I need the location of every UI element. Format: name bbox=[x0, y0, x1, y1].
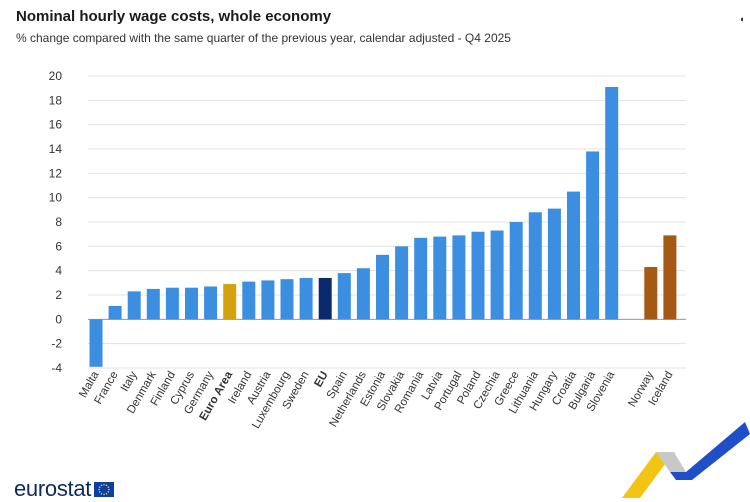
bar bbox=[185, 287, 198, 320]
bar bbox=[261, 280, 275, 320]
bar bbox=[204, 286, 218, 320]
bar-chart: -4-202468101214161820MaltaFranceItalyDen… bbox=[49, 69, 686, 431]
eu-flag-icon bbox=[94, 481, 115, 497]
decorative-arrow-graphic bbox=[622, 422, 750, 498]
bar bbox=[337, 273, 351, 320]
y-tick-label: 10 bbox=[49, 191, 63, 205]
bar bbox=[414, 237, 428, 320]
bar bbox=[356, 268, 370, 320]
y-tick-label: 20 bbox=[49, 69, 63, 83]
bar bbox=[89, 319, 103, 367]
bar bbox=[108, 305, 122, 320]
bar bbox=[567, 191, 580, 320]
y-tick-label: 16 bbox=[49, 118, 63, 132]
bar bbox=[490, 230, 504, 320]
bar bbox=[299, 277, 313, 320]
y-tick-label: 14 bbox=[49, 142, 63, 156]
y-tick-label: 4 bbox=[55, 264, 62, 278]
y-tick-label: -4 bbox=[51, 361, 62, 375]
y-tick-label: 0 bbox=[55, 312, 62, 326]
bar bbox=[509, 222, 523, 320]
bar bbox=[376, 254, 389, 320]
bar bbox=[165, 287, 179, 320]
bar bbox=[127, 291, 141, 320]
menu-icon[interactable]: ◖ bbox=[739, 14, 745, 24]
chart-subtitle: % change compared with the same quarter … bbox=[16, 31, 511, 45]
bar bbox=[242, 281, 256, 320]
y-tick-label: -2 bbox=[51, 337, 62, 351]
logo-text: eurostat bbox=[14, 476, 92, 501]
x-tick-label: EU bbox=[312, 370, 330, 390]
y-tick-label: 8 bbox=[55, 215, 62, 229]
bar bbox=[223, 284, 237, 320]
y-tick-label: 2 bbox=[55, 288, 62, 302]
bar bbox=[547, 208, 561, 320]
bar bbox=[395, 246, 409, 320]
bar bbox=[146, 288, 160, 320]
bar bbox=[280, 279, 294, 320]
eurostat-logo[interactable]: eurostat bbox=[14, 476, 115, 502]
bar bbox=[528, 212, 542, 320]
y-tick-label: 12 bbox=[49, 166, 63, 180]
bar bbox=[433, 236, 447, 320]
bar bbox=[452, 235, 466, 320]
bar bbox=[663, 235, 677, 320]
bar bbox=[471, 231, 485, 320]
bar bbox=[605, 86, 619, 320]
chart-title: Nominal hourly wage costs, whole economy bbox=[16, 8, 332, 25]
bar bbox=[586, 151, 600, 320]
y-tick-label: 6 bbox=[55, 239, 62, 253]
y-tick-label: 18 bbox=[49, 93, 63, 107]
bar bbox=[644, 267, 658, 320]
bar bbox=[318, 277, 332, 320]
